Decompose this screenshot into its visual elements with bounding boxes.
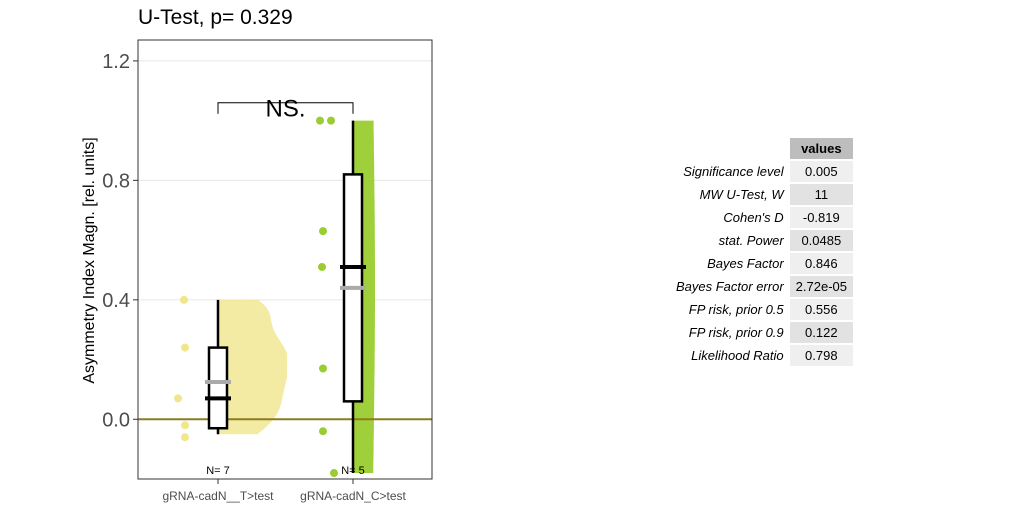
stats-table: values Significance level 0.005 MW U-Test,…	[670, 136, 853, 368]
data-point	[330, 469, 338, 478]
stats-row: Bayes Factor 0.846	[670, 253, 853, 274]
stats-row-value: 11	[789, 184, 853, 205]
stats-row-label: Likelihood Ratio	[691, 348, 784, 363]
stats-row: Likelihood Ratio 0.798	[670, 345, 853, 366]
y-tick-label: 0.0	[102, 409, 130, 431]
data-point	[316, 116, 324, 125]
stats-row-label: stat. Power	[718, 233, 784, 248]
data-point	[181, 343, 189, 352]
x-tick-label: gRNA-cadN__T>test	[162, 489, 274, 503]
box-violin-plot: 0.0 0.4 0.8 1.2 Asymmetry Index Magn. [rel. …	[81, 39, 433, 503]
chart-title: U-Test, p= 0.329	[138, 6, 293, 29]
stats-row-value: 2.72e-05	[789, 276, 853, 297]
data-point	[319, 427, 327, 436]
significance-label: NS.	[265, 96, 305, 123]
stats-corner	[670, 138, 790, 159]
stats-row-value: 0.122	[789, 322, 853, 343]
stats-row-label: FP risk, prior 0.5	[688, 302, 784, 317]
stats-header: values	[789, 138, 853, 159]
stats-row-label: Bayes Factor error	[676, 279, 784, 294]
data-point	[318, 262, 326, 271]
x-tick-label: gRNA-cadN_C>test	[300, 489, 406, 503]
y-tick-label: 1.2	[102, 51, 130, 73]
stats-row-label: Significance level	[683, 164, 784, 179]
stats-row-value: 0.846	[789, 253, 853, 274]
stats-row: stat. Power 0.0485	[670, 230, 853, 251]
data-point	[174, 394, 182, 403]
violin-density	[218, 299, 287, 435]
stats-row-value: 0.556	[789, 299, 853, 320]
stats-row-label: MW U-Test, W	[699, 187, 784, 202]
group-n-label: N= 5	[341, 465, 365, 477]
stats-row: Significance level 0.005	[670, 161, 853, 182]
y-axis-label: Asymmetry Index Magn. [rel. units]	[81, 137, 98, 383]
stats-row: MW U-Test, W 11	[670, 184, 853, 205]
panel-border	[137, 39, 433, 480]
stats-row-label: FP risk, prior 0.9	[688, 325, 784, 340]
box	[207, 346, 229, 430]
y-tick-label: 0.8	[102, 170, 130, 192]
stats-row: FP risk, prior 0.5 0.556	[670, 299, 853, 320]
data-point	[319, 227, 327, 236]
stats-row-label: Bayes Factor	[707, 256, 784, 271]
significance-bracket	[217, 102, 354, 114]
data-point	[181, 433, 189, 442]
stats-row-value: 0.798	[789, 345, 853, 366]
data-point	[319, 364, 327, 373]
data-point	[181, 421, 189, 430]
data-point	[180, 295, 188, 304]
stats-row-value: -0.819	[789, 207, 853, 228]
stats-row-value: 0.0485	[789, 230, 853, 251]
data-point	[327, 116, 335, 125]
stats-row-label: Cohen's D	[723, 210, 784, 225]
stats-row: FP risk, prior 0.9 0.122	[670, 322, 853, 343]
group-n-label: N= 7	[206, 465, 230, 477]
y-tick-label: 0.4	[102, 290, 130, 312]
stats-row-value: 0.005	[789, 161, 853, 182]
stats-row: Cohen's D -0.819	[670, 207, 853, 228]
stats-row: Bayes Factor error 2.72e-05	[670, 276, 853, 297]
